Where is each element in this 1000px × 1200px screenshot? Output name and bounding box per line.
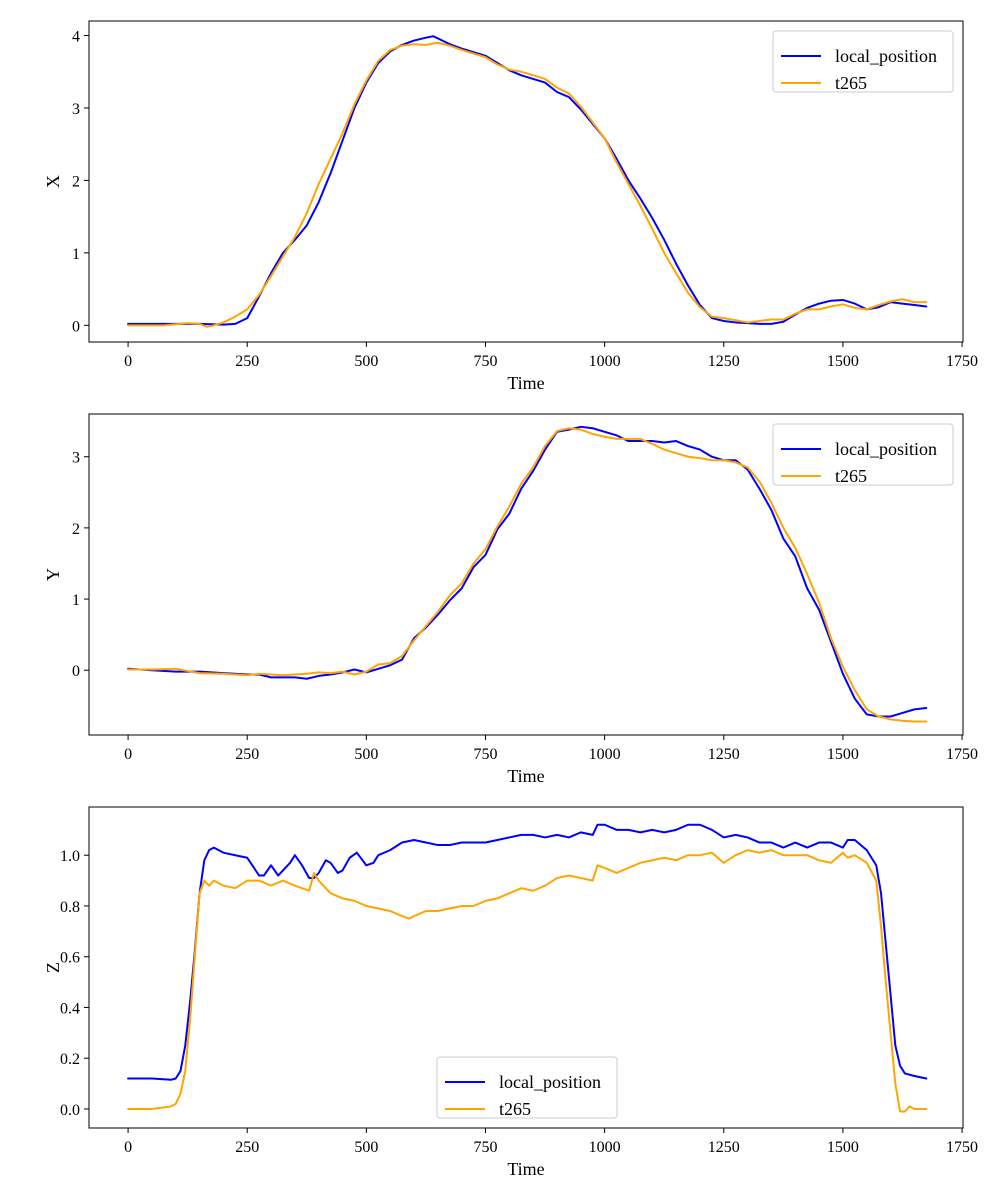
legend-box	[772, 423, 954, 486]
legend-label: t265	[835, 73, 867, 93]
x-tick-label: 1250	[708, 746, 740, 763]
x-tick-label: 1750	[946, 353, 978, 370]
x-tick-label: 750	[473, 746, 497, 763]
y-tick-label: 2	[72, 173, 80, 190]
x-tick-label: 750	[473, 1139, 497, 1156]
chart-panel-3: 0 250 500 750 1000 1250 1500 1750 0.0 0.2 0.4 0.6 0.…	[43, 806, 978, 1179]
x-tick-label: 1000	[589, 1139, 621, 1156]
x-axis-label: Time	[507, 1159, 544, 1179]
y-tick-label: 0.2	[60, 1051, 80, 1068]
y-tick-label: 1.0	[60, 848, 80, 865]
series-line-t265	[127, 427, 928, 723]
x-tick-label: 1250	[708, 1139, 740, 1156]
legend-box	[436, 1056, 618, 1119]
y-tick-label: 0.4	[60, 1000, 80, 1017]
y-tick-label: 1	[72, 592, 80, 609]
x-tick-label: 1500	[827, 1139, 859, 1156]
legend: local_position t265	[436, 1056, 618, 1119]
x-tick-label: 1500	[827, 746, 859, 763]
x-tick-label: 1250	[708, 353, 740, 370]
x-tick-label: 500	[354, 353, 378, 370]
y-axis-label: X	[43, 175, 63, 188]
x-tick-label: 750	[473, 353, 497, 370]
x-tick-label: 0	[124, 353, 132, 370]
legend-label: local_position	[835, 46, 937, 66]
y-tick-label: 0	[72, 318, 80, 335]
y-tick-label: 3	[72, 450, 80, 467]
x-axis-label: Time	[507, 373, 544, 393]
x-tick-label: 500	[354, 746, 378, 763]
y-tick-label: 2	[72, 521, 80, 538]
x-tick-label: 500	[354, 1139, 378, 1156]
plot-frame	[88, 806, 964, 1129]
y-tick-label: 3	[72, 101, 80, 118]
y-tick-label: 1	[72, 246, 80, 263]
series-line-t265	[127, 849, 928, 1113]
y-tick-label: 0.0	[60, 1102, 80, 1119]
plot-frame	[88, 20, 964, 343]
y-axis-label: Y	[43, 568, 63, 581]
legend-label: t265	[499, 1099, 531, 1119]
y-tick-label: 0	[72, 663, 80, 680]
legend: local_position t265	[772, 423, 954, 486]
legend-box	[772, 30, 954, 93]
x-axis-label: Time	[507, 766, 544, 786]
chart-panel-1: 0 250 500 750 1000 1250 1500 1750 0 1 2 3 4 Time Xloca…	[43, 20, 978, 393]
x-tick-label: 1500	[827, 353, 859, 370]
y-axis-label: Z	[43, 962, 63, 973]
legend-label: t265	[835, 466, 867, 486]
x-tick-label: 0	[124, 1139, 132, 1156]
series-line-t265	[127, 41, 928, 328]
legend-label: local_position	[835, 439, 937, 459]
y-tick-label: 0.6	[60, 950, 80, 967]
x-tick-label: 0	[124, 746, 132, 763]
x-tick-label: 250	[235, 746, 259, 763]
series-line-local_position	[127, 823, 928, 1081]
x-tick-label: 1750	[946, 1139, 978, 1156]
x-tick-label: 250	[235, 1139, 259, 1156]
y-tick-label: 4	[72, 28, 80, 45]
plot-frame	[88, 413, 964, 736]
y-tick-label: 0.8	[60, 899, 80, 916]
legend: local_position t265	[772, 30, 954, 93]
x-tick-label: 1750	[946, 746, 978, 763]
chart-panel-2: 0 250 500 750 1000 1250 1500 1750 0 1 2 3 Time Ylocal…	[43, 413, 978, 786]
x-tick-label: 1000	[589, 353, 621, 370]
x-tick-label: 250	[235, 353, 259, 370]
x-tick-label: 1000	[589, 746, 621, 763]
legend-label: local_position	[499, 1072, 601, 1092]
